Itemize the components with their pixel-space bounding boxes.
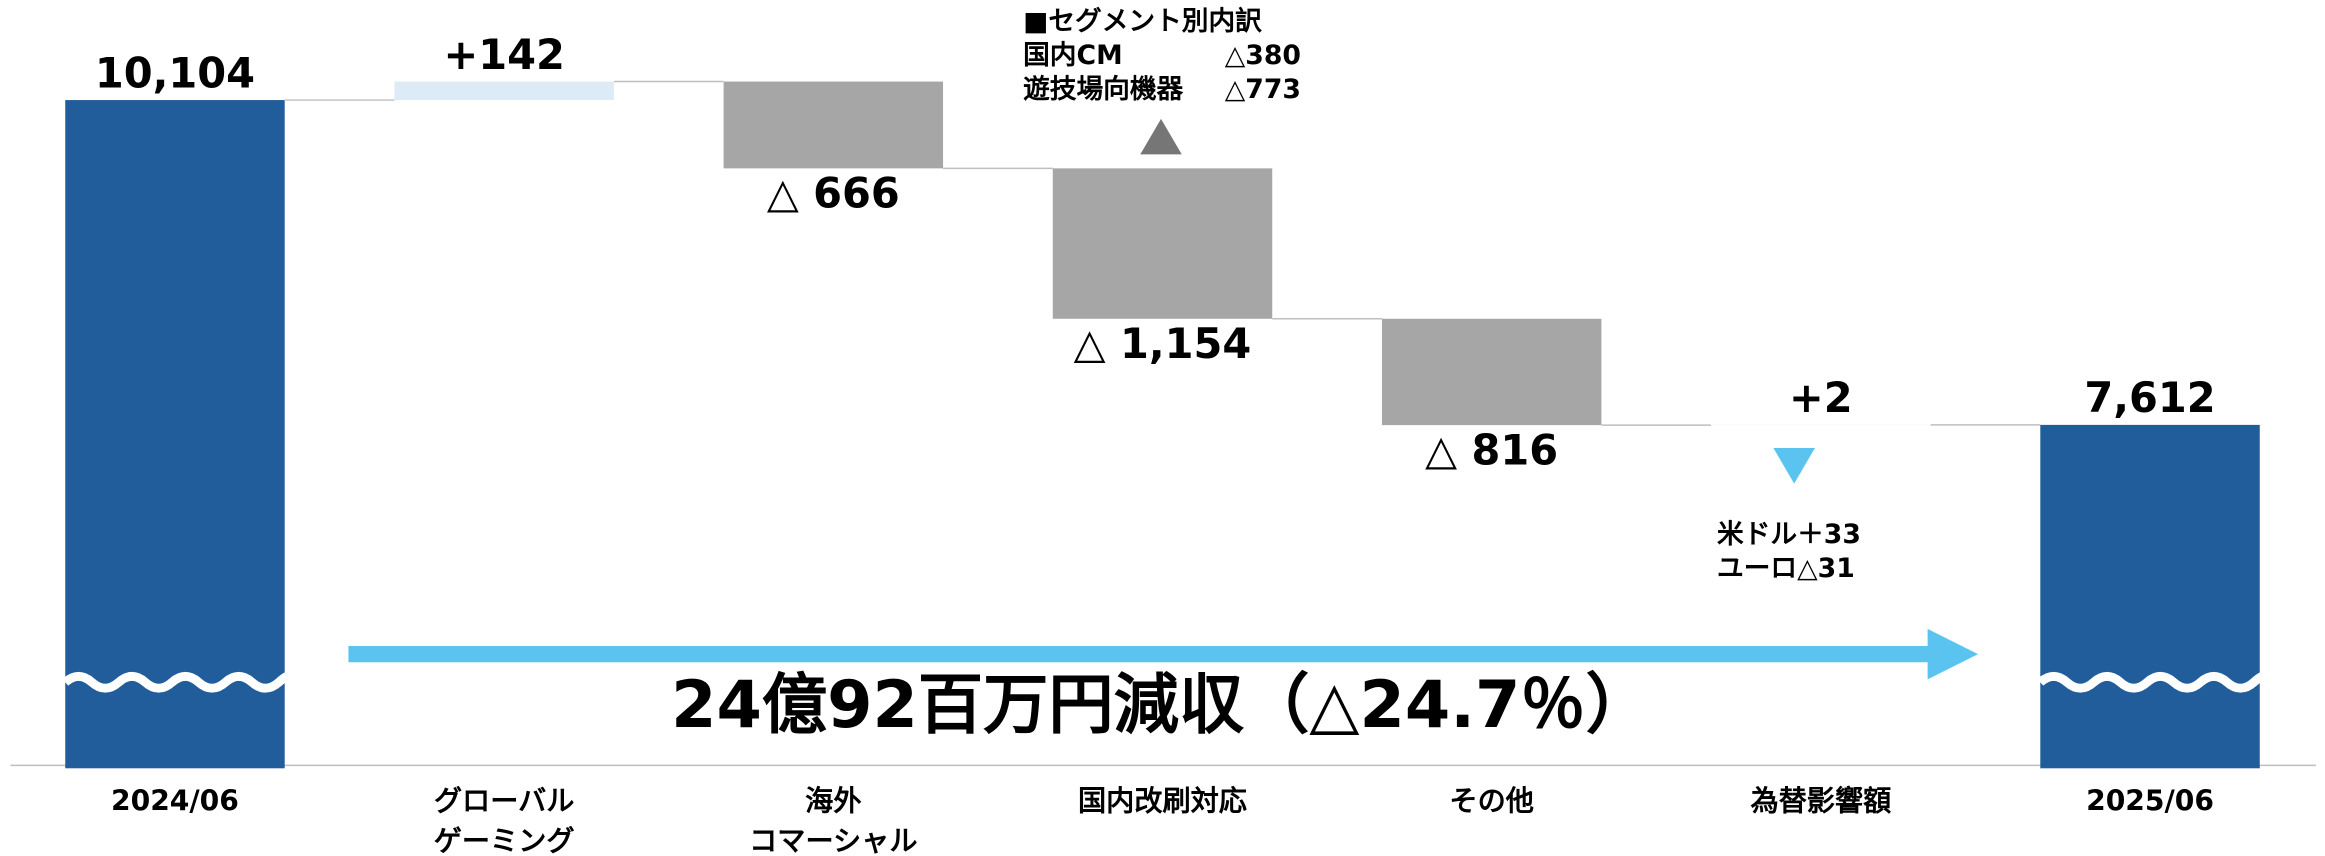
x-tick-label: その他 — [1449, 784, 1533, 817]
value-label: △ 816 — [1425, 425, 1558, 474]
segment-name: 遊技場向機器 — [1023, 74, 1183, 105]
down-marker — [1773, 448, 1815, 484]
x-tick-label: 為替影響額 — [1750, 784, 1891, 817]
bar — [2040, 424, 2260, 769]
bar — [1052, 168, 1273, 319]
x-tick-label: 2024/06 — [111, 784, 239, 817]
bar — [65, 100, 285, 769]
x-tick-label: 2025/06 — [2086, 784, 2214, 817]
value-label: 7,612 — [2084, 373, 2215, 422]
x-tick-label: 国内改刷対応 — [1078, 784, 1247, 817]
up-marker — [1140, 118, 1182, 155]
axis-break — [62, 671, 292, 693]
segment-title: ■セグメント別内訳 — [1023, 6, 1262, 37]
segment-value: △380 — [1225, 40, 1301, 71]
axis-break — [2037, 671, 2267, 693]
value-label: +142 — [443, 30, 564, 79]
fx-note: ユーロ△31 — [1717, 553, 1855, 584]
x-tick-label: グローバル — [434, 784, 575, 817]
value-label: △ 666 — [767, 169, 900, 218]
segment-value: △773 — [1225, 74, 1301, 105]
segment-name: 国内CM — [1023, 40, 1123, 71]
x-tick-label: ゲーミング — [434, 824, 575, 856]
summary-arrow-head — [1927, 628, 1979, 680]
value-label: 10,104 — [95, 48, 255, 97]
value-label: △ 1,154 — [1074, 319, 1252, 368]
bar — [1381, 318, 1602, 426]
bar — [394, 81, 614, 101]
bar — [723, 81, 944, 169]
fx-note: 米ドル＋33 — [1717, 519, 1861, 550]
x-tick-label: コマーシャル — [749, 824, 917, 856]
x-tick-label: 海外 — [805, 784, 861, 817]
summary-text: 24億92百万円減収（△24.7％） — [671, 667, 1651, 743]
value-label: +2 — [1789, 373, 1853, 422]
